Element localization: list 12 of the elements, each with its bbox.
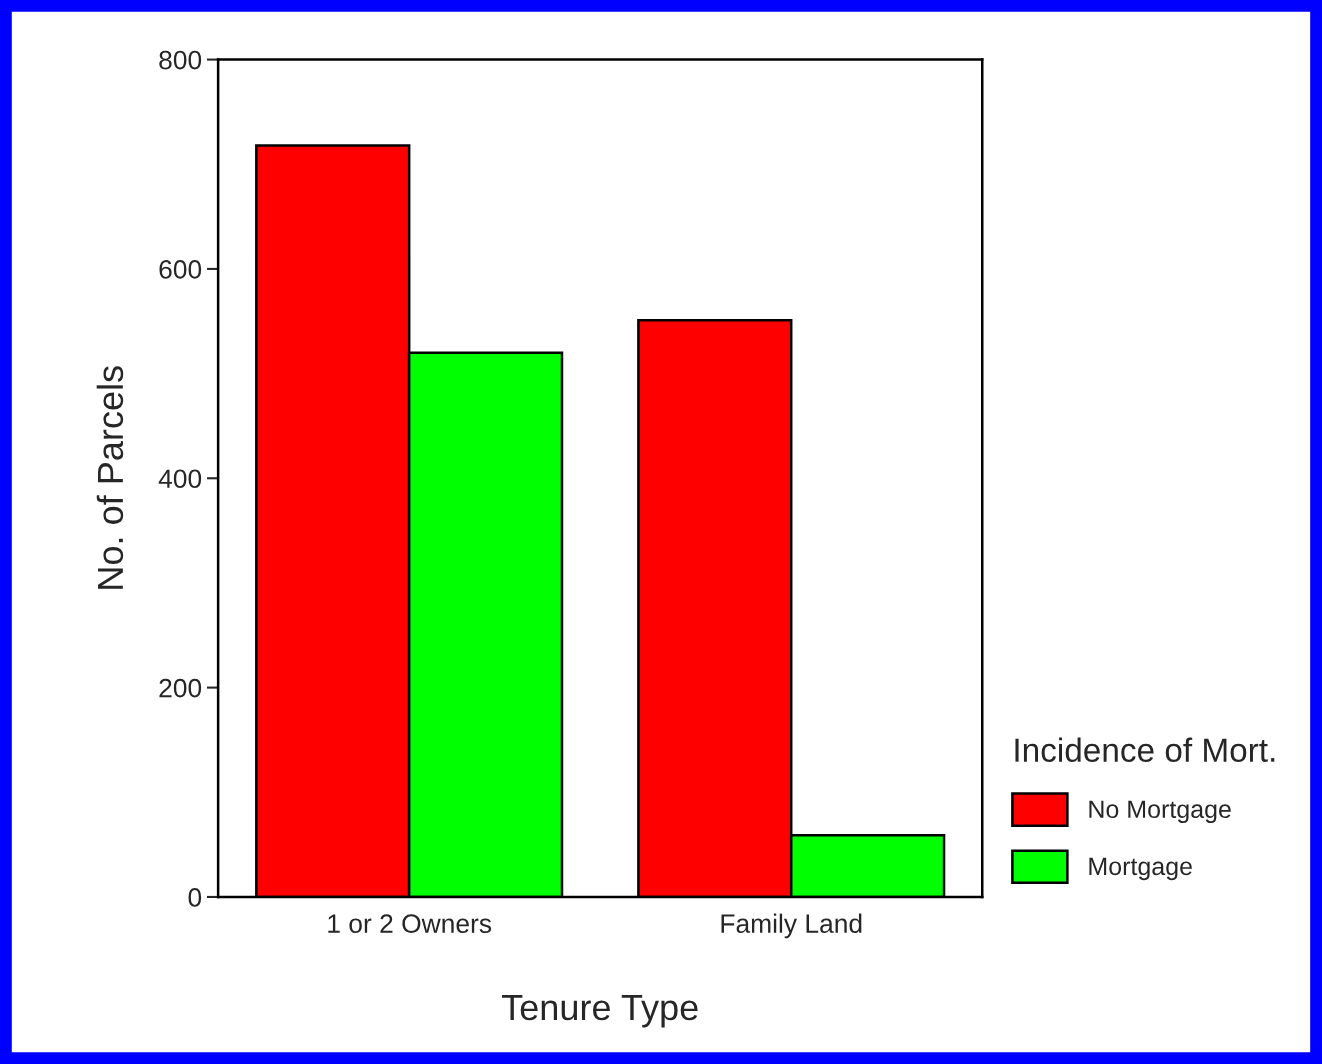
legend-title: Incidence of Mort. [1015, 737, 1275, 762]
y-tick-label: 800 [159, 50, 202, 70]
x-axis-title: Tenure Type [501, 995, 698, 1028]
y-tick-label: 0 [188, 888, 202, 907]
x-tick-label: Family Land [721, 913, 862, 939]
y-tick-label: 200 [159, 678, 202, 698]
legend-label: Mortgage [1089, 857, 1192, 881]
y-axis-title: No. of Parcels [96, 366, 124, 589]
y-tick-label: 600 [159, 260, 202, 279]
x-tick-label: 1 or 2 Owners [328, 914, 492, 933]
y-tick-label: 400 [158, 469, 202, 489]
legend-label: No Mortgage [1089, 800, 1231, 824]
